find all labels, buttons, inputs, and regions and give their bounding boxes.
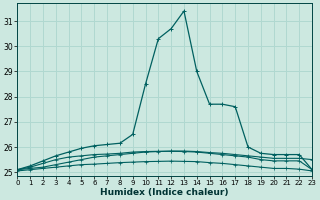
X-axis label: Humidex (Indice chaleur): Humidex (Indice chaleur) <box>100 188 229 197</box>
